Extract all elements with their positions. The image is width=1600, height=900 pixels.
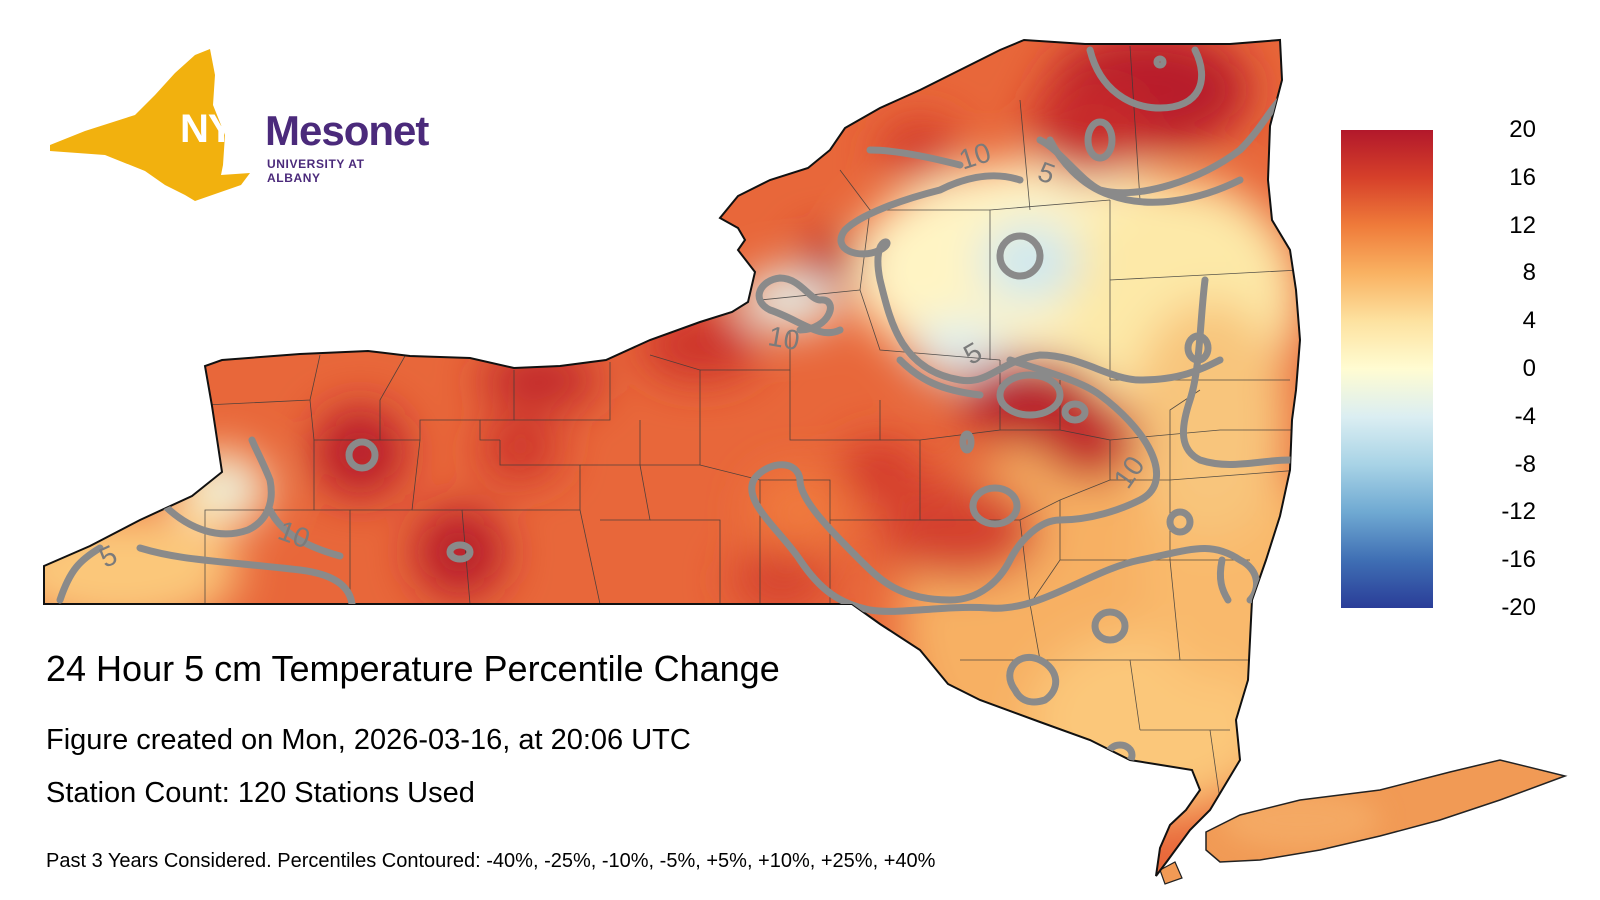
colorbar-gradient bbox=[1341, 130, 1433, 608]
ny-state-logo-shape bbox=[50, 49, 250, 201]
created-timestamp: Figure created on Mon, 2026-03-16, at 20… bbox=[46, 724, 691, 756]
staten-island bbox=[1159, 861, 1183, 885]
colorbar-tick-label: 20 bbox=[1509, 116, 1536, 143]
colorbar-tick-label: -8 bbox=[1514, 450, 1536, 478]
colorbar-tick-label: 8 bbox=[1522, 259, 1536, 287]
footnote: Past 3 Years Considered. Percentiles Con… bbox=[46, 850, 936, 872]
colorbar-tick-label: 12 bbox=[1509, 211, 1536, 239]
county-lines bbox=[204, 45, 1300, 801]
contour-lines bbox=[56, 46, 1294, 769]
colorbar-tick-label: 16 bbox=[1509, 163, 1536, 191]
colorbar-tick-label: -4 bbox=[1514, 402, 1536, 430]
colorbar bbox=[1341, 130, 1433, 608]
logo-nys-text: NYS bbox=[180, 107, 260, 151]
colorbar-tick-label: -16 bbox=[1501, 546, 1536, 574]
colorbar-tick-label: 0 bbox=[1522, 355, 1536, 382]
logo-mesonet-text: Mesonet bbox=[265, 107, 429, 154]
station-count: Station Count: 120 Stations Used bbox=[46, 777, 475, 809]
nys-mesonet-logo: NYS Mesonet UNIVERSITY AT ALBANY bbox=[45, 45, 429, 215]
contour-label: 10 bbox=[766, 320, 802, 356]
logo-university-text: UNIVERSITY AT ALBANY bbox=[267, 157, 365, 185]
colorbar-ticks: 20 16 12 8 4 0 -4 -8 -12 -16 -20 bbox=[1462, 116, 1582, 621]
long-island-outline bbox=[1205, 759, 1568, 863]
colorbar-tick-label: 4 bbox=[1522, 307, 1536, 335]
colorbar-tick-label: -20 bbox=[1501, 594, 1536, 621]
figure-title: 24 Hour 5 cm Temperature Percentile Chan… bbox=[46, 648, 780, 689]
colorbar-tick-label: -12 bbox=[1501, 498, 1536, 526]
state-outline bbox=[43, 38, 1302, 877]
